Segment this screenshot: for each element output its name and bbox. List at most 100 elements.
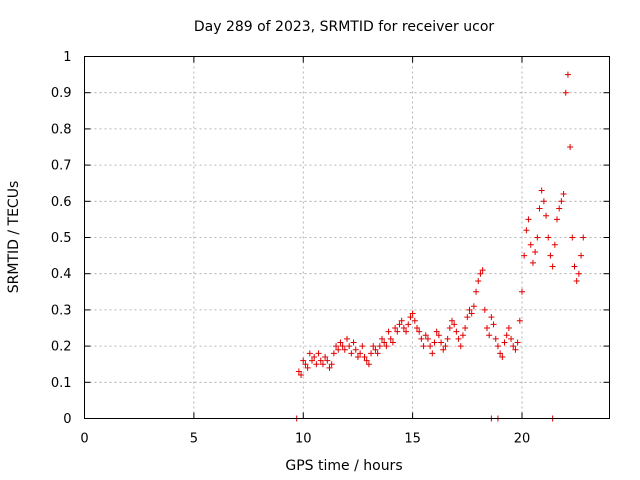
data-point bbox=[433, 328, 440, 335]
data-point bbox=[350, 339, 357, 346]
data-point bbox=[578, 252, 585, 259]
y-tick-label: 0.2 bbox=[51, 340, 72, 355]
data-point bbox=[403, 328, 410, 335]
data-point bbox=[466, 306, 473, 313]
data-point bbox=[315, 350, 322, 357]
data-point bbox=[477, 270, 484, 277]
data-point bbox=[545, 234, 552, 241]
data-point bbox=[313, 361, 320, 368]
data-point bbox=[455, 335, 462, 342]
data-point bbox=[499, 353, 506, 360]
data-point bbox=[459, 332, 466, 339]
data-point bbox=[337, 339, 344, 346]
data-point bbox=[335, 346, 342, 353]
data-point bbox=[309, 357, 315, 364]
data-point bbox=[475, 277, 482, 284]
data-point bbox=[295, 368, 302, 375]
data-point bbox=[484, 325, 490, 331]
data-point bbox=[449, 317, 455, 324]
data-point bbox=[392, 325, 399, 331]
data-point bbox=[453, 328, 460, 335]
data-point bbox=[333, 343, 340, 350]
data-point bbox=[418, 335, 425, 342]
data-point bbox=[370, 343, 377, 350]
data-point bbox=[416, 328, 423, 335]
data-point bbox=[519, 288, 525, 295]
data-point bbox=[573, 277, 580, 284]
data-point bbox=[575, 270, 582, 277]
data-point bbox=[560, 191, 567, 198]
data-point bbox=[540, 198, 547, 205]
y-tick-label: 0.8 bbox=[51, 122, 72, 137]
data-point bbox=[381, 339, 388, 346]
data-point bbox=[376, 343, 383, 350]
data-point bbox=[302, 361, 309, 368]
data-point bbox=[532, 248, 539, 255]
data-point bbox=[547, 252, 554, 259]
data-point bbox=[326, 364, 333, 371]
data-point bbox=[300, 357, 307, 364]
data-point bbox=[564, 71, 571, 78]
data-point bbox=[464, 314, 471, 321]
data-point bbox=[481, 306, 488, 313]
data-point bbox=[494, 343, 501, 350]
data-point bbox=[497, 350, 504, 357]
data-point bbox=[536, 205, 543, 212]
data-point bbox=[352, 346, 359, 353]
data-point bbox=[346, 343, 353, 350]
data-point bbox=[567, 144, 574, 150]
data-point bbox=[298, 372, 305, 379]
x-tick-label: 10 bbox=[295, 432, 312, 447]
data-point bbox=[339, 343, 346, 350]
data-point bbox=[468, 310, 475, 317]
data-point bbox=[407, 314, 414, 321]
data-point bbox=[488, 314, 495, 321]
chart-title: Day 289 of 2023, SRMTID for receiver uco… bbox=[194, 19, 495, 35]
data-point bbox=[562, 89, 569, 96]
data-point bbox=[457, 343, 464, 350]
data-point bbox=[317, 357, 324, 364]
data-point bbox=[422, 332, 429, 339]
data-point bbox=[394, 328, 401, 335]
data-point bbox=[372, 346, 379, 353]
y-tick-label: 1 bbox=[63, 50, 71, 65]
data-point bbox=[451, 321, 458, 328]
data-point bbox=[411, 317, 418, 324]
data-point bbox=[341, 346, 348, 353]
data-point bbox=[538, 187, 545, 194]
data-point bbox=[569, 234, 576, 241]
data-point bbox=[429, 350, 436, 357]
data-point bbox=[304, 364, 311, 371]
data-point bbox=[470, 303, 477, 310]
data-point bbox=[521, 252, 528, 259]
data-point bbox=[330, 350, 337, 357]
data-point bbox=[361, 353, 368, 360]
data-point bbox=[503, 332, 510, 339]
data-point bbox=[508, 335, 515, 342]
data-point bbox=[319, 361, 326, 368]
data-point bbox=[527, 241, 534, 248]
data-point bbox=[385, 328, 392, 335]
data-point bbox=[558, 198, 565, 205]
data-point bbox=[543, 212, 550, 219]
data-point bbox=[490, 321, 497, 328]
data-point bbox=[571, 263, 578, 270]
data-point bbox=[551, 241, 558, 248]
data-point bbox=[446, 325, 453, 331]
data-point bbox=[479, 267, 486, 274]
data-point bbox=[424, 335, 431, 342]
data-point bbox=[379, 335, 385, 342]
data-point bbox=[442, 343, 449, 350]
data-point bbox=[549, 263, 556, 270]
data-point bbox=[580, 234, 587, 241]
data-point bbox=[431, 339, 438, 346]
x-tick-label: 20 bbox=[514, 432, 531, 447]
x-axis: 0 5 10 15 20 bbox=[80, 56, 531, 447]
data-point bbox=[383, 343, 390, 350]
data-series bbox=[293, 71, 587, 422]
data-point bbox=[365, 361, 372, 368]
data-point bbox=[324, 357, 331, 364]
data-point bbox=[473, 288, 480, 295]
data-point bbox=[357, 350, 364, 357]
